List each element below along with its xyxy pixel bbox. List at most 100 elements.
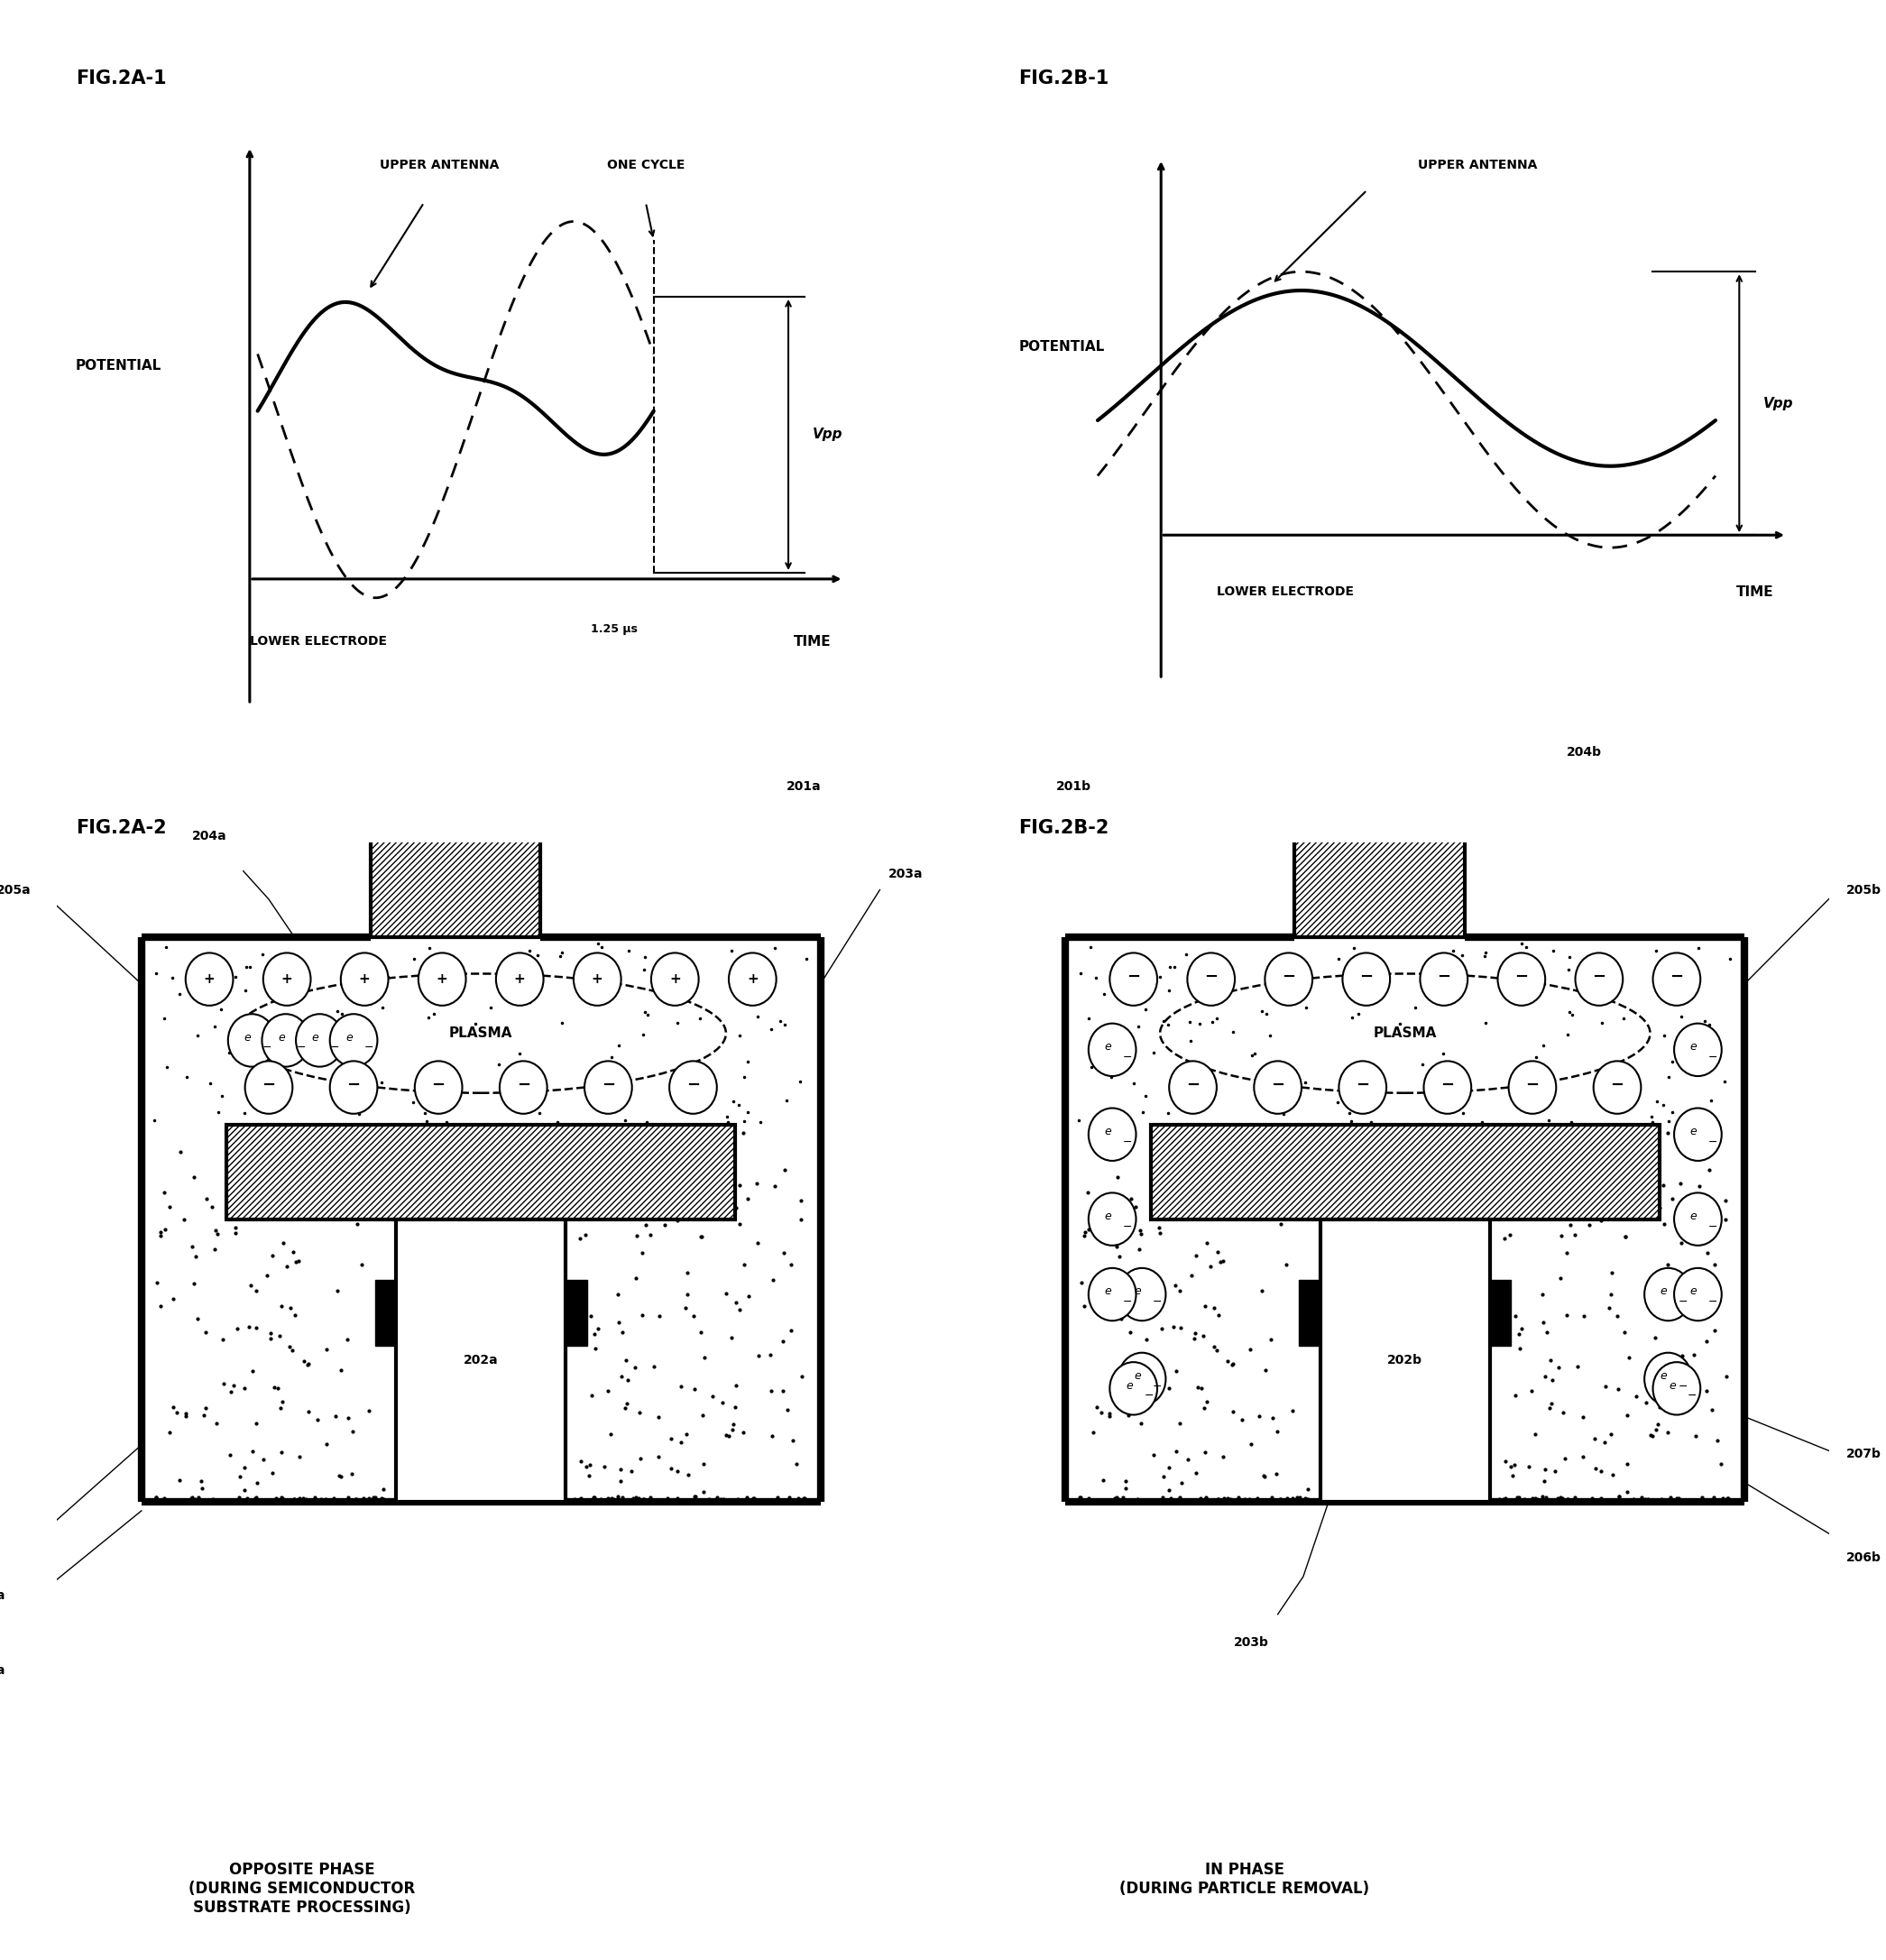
Circle shape [330,1060,377,1113]
Text: 202b: 202b [1388,1354,1422,1366]
Circle shape [1188,953,1235,1005]
Circle shape [1118,1352,1166,1405]
Text: +: + [747,972,758,986]
Circle shape [245,1060,292,1113]
Text: 205b: 205b [1846,884,1882,896]
Circle shape [1497,953,1545,1005]
Text: −: − [1679,1296,1688,1307]
Text: e: e [1133,1370,1141,1382]
Circle shape [1675,1268,1722,1321]
Circle shape [1088,1023,1135,1076]
Text: 206b: 206b [1846,1552,1882,1564]
Bar [375,1280,396,1347]
Text: +: + [515,972,526,986]
Text: e: e [1690,1286,1697,1298]
Text: e: e [1690,1211,1697,1223]
Text: −: − [1122,1051,1132,1062]
Circle shape [1118,1268,1166,1321]
Text: −: − [1122,1296,1132,1307]
Text: −: − [1205,968,1218,984]
Text: −: − [296,1043,306,1054]
Text: −: − [1282,968,1296,984]
Text: ONE CYCLE: ONE CYCLE [607,159,685,171]
Bar [1490,1280,1511,1347]
Text: −: − [1592,968,1605,984]
Text: −: − [1271,1076,1284,1094]
Text: e: e [1105,1125,1111,1137]
Text: −: − [1709,1221,1718,1233]
Text: −: − [1526,1076,1539,1094]
Text: e: e [1105,1041,1111,1053]
Text: e: e [243,1031,251,1043]
Text: e: e [345,1031,353,1043]
Text: e: e [1669,1380,1677,1392]
Text: −: − [330,1043,339,1054]
Bar [396,1219,566,1501]
Circle shape [1109,953,1158,1005]
Circle shape [573,953,620,1005]
Circle shape [1575,953,1622,1005]
Text: e: e [311,1031,319,1043]
Text: e: e [277,1031,285,1043]
Text: −: − [1145,1390,1154,1401]
Text: FIG.2B-1: FIG.2B-1 [1018,71,1109,88]
Circle shape [1509,1060,1556,1113]
Circle shape [1675,1194,1722,1245]
Circle shape [1420,953,1467,1005]
Circle shape [1675,1023,1722,1076]
Text: e: e [1105,1286,1111,1298]
Text: −: − [517,1076,530,1094]
Text: −: − [1709,1137,1718,1149]
Text: POTENTIAL: POTENTIAL [1018,341,1105,353]
Text: 206a: 206a [0,1664,6,1678]
Text: 203a: 203a [888,868,922,880]
Text: e: e [1133,1286,1141,1298]
Text: −: − [1688,1390,1697,1401]
Text: −: − [1709,1051,1718,1062]
Text: UPPER ANTENNA: UPPER ANTENNA [381,159,500,171]
Text: TIME: TIME [794,635,832,649]
Circle shape [1343,953,1390,1005]
Text: 201a: 201a [786,780,820,792]
Circle shape [500,1060,547,1113]
Text: −: − [1669,968,1684,984]
Text: +: + [592,972,604,986]
Text: TIME: TIME [1737,586,1775,600]
Circle shape [1254,1060,1301,1113]
Circle shape [670,1060,717,1113]
Text: e: e [1126,1380,1133,1392]
Text: −: − [432,1076,445,1094]
Text: e: e [1105,1211,1111,1223]
Text: e: e [1660,1286,1667,1298]
Text: 207a: 207a [0,1590,6,1601]
Text: −: − [1437,968,1450,984]
Text: −: − [1186,1076,1199,1094]
Text: +: + [281,972,292,986]
Text: 207b: 207b [1846,1448,1882,1460]
Text: FIG.2B-2: FIG.2B-2 [1018,819,1109,837]
Text: e: e [1660,1370,1667,1382]
Text: −: − [1441,1076,1454,1094]
Text: FIG.2A-1: FIG.2A-1 [75,71,166,88]
Circle shape [1424,1060,1471,1113]
Circle shape [585,1060,632,1113]
Circle shape [1088,1107,1135,1160]
Text: −: − [1360,968,1373,984]
Text: −: − [1122,1221,1132,1233]
Circle shape [496,953,543,1005]
Circle shape [419,953,466,1005]
Circle shape [651,953,698,1005]
Text: Vpp: Vpp [813,427,843,441]
Text: +: + [358,972,370,986]
Text: PLASMA: PLASMA [1373,1027,1437,1041]
Circle shape [1266,953,1313,1005]
Text: −: − [1679,1380,1688,1392]
Circle shape [1594,1060,1641,1113]
Circle shape [1088,1194,1135,1245]
Text: 202a: 202a [464,1354,498,1366]
Bar [1294,823,1464,937]
Circle shape [1645,1268,1692,1321]
Text: −: − [602,1076,615,1094]
Circle shape [1652,1362,1701,1415]
Circle shape [228,1013,275,1066]
